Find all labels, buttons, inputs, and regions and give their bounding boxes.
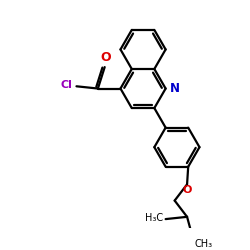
Text: N: N [170, 82, 180, 95]
Text: H₃C: H₃C [145, 213, 163, 223]
Text: CH₃: CH₃ [195, 239, 213, 249]
Text: O: O [100, 52, 111, 64]
Text: O: O [182, 186, 192, 196]
Text: Cl: Cl [60, 80, 72, 90]
